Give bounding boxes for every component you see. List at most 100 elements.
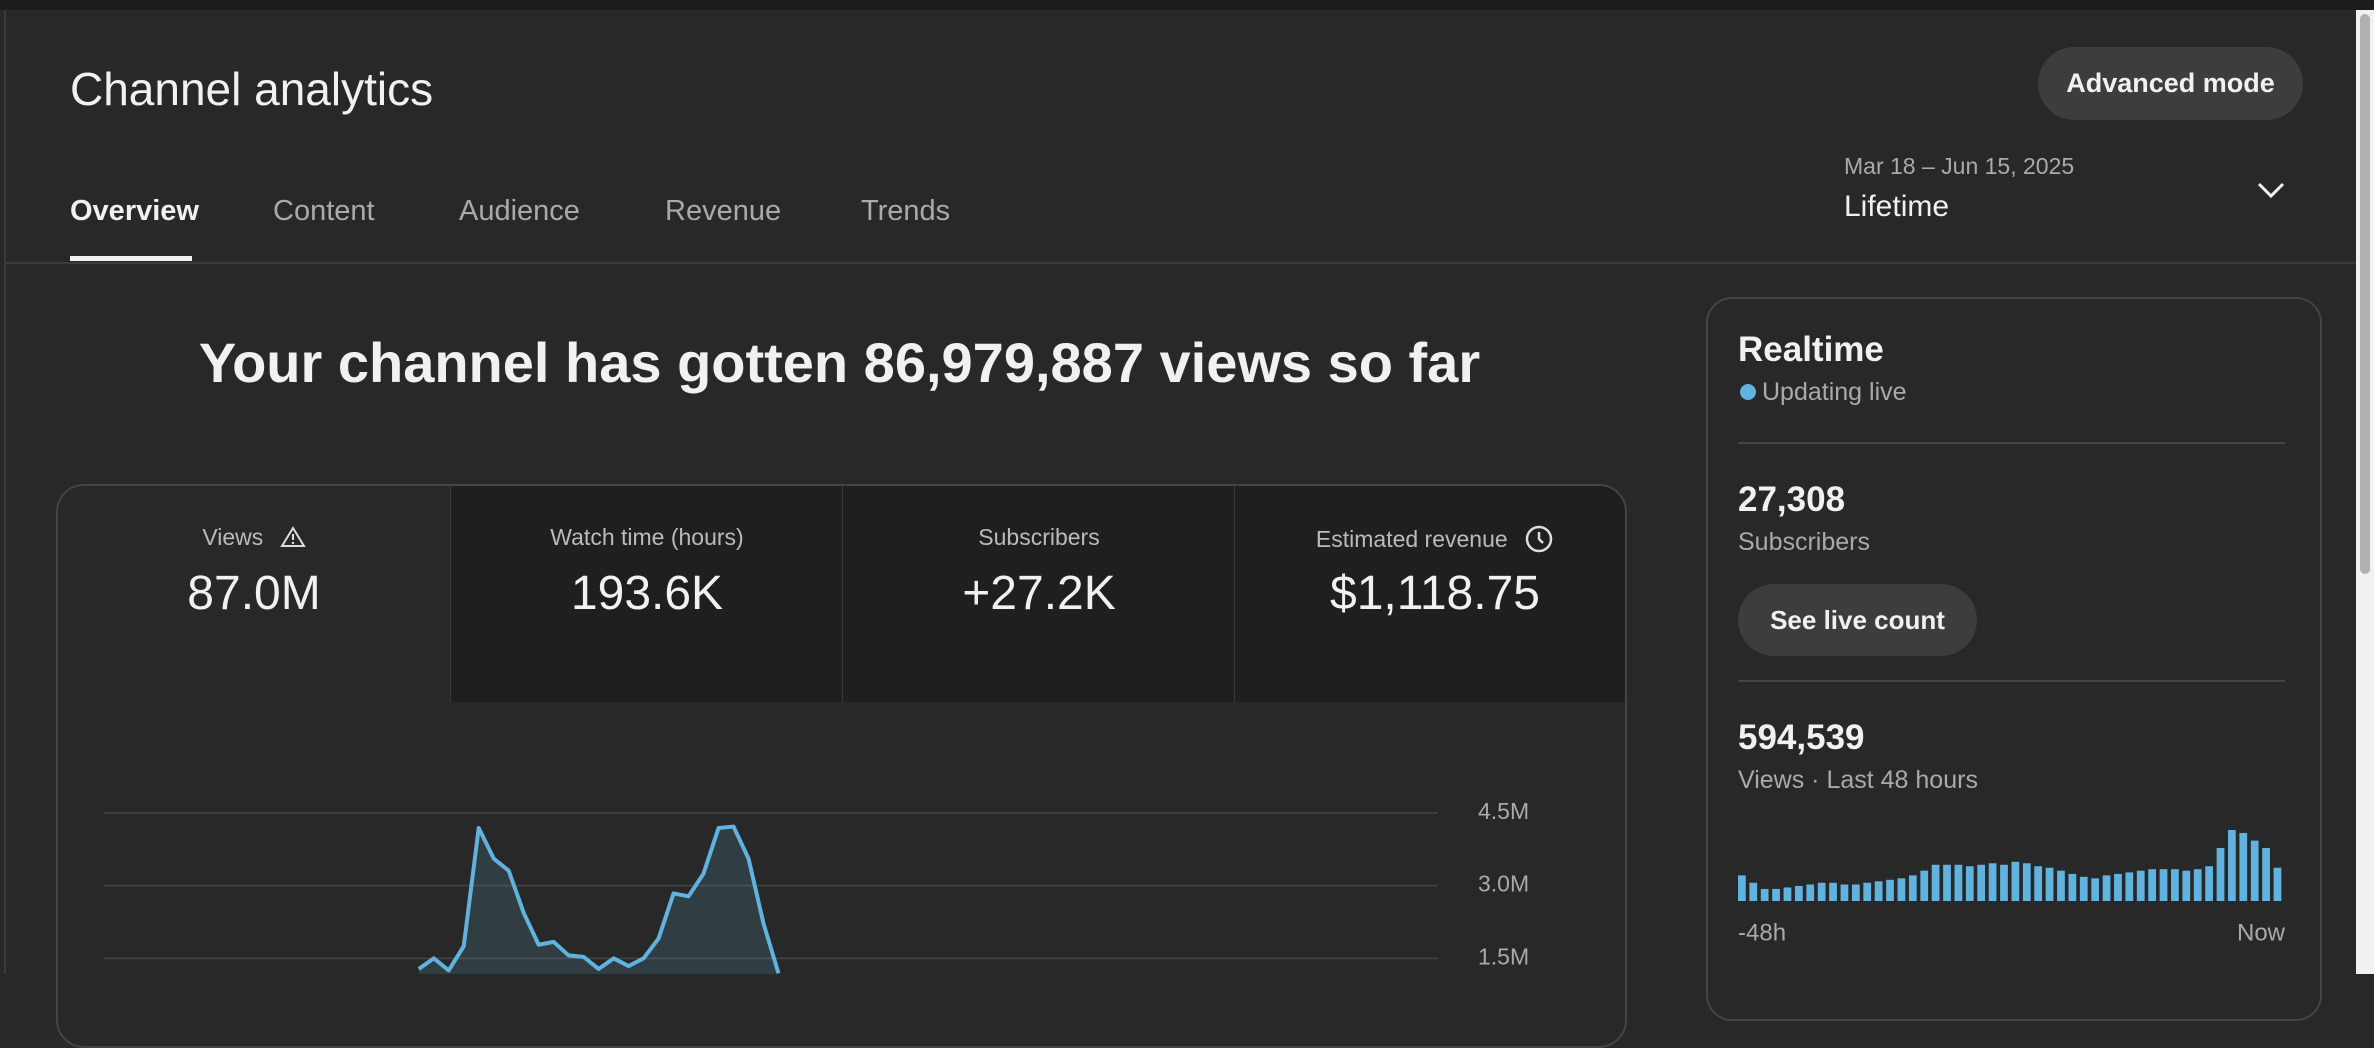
date-period[interactable]: Lifetime	[1844, 190, 1950, 223]
tab[interactable]: Content	[273, 195, 375, 227]
advanced-mode-button[interactable]: Advanced mode	[2038, 47, 2303, 120]
metric-label: Subscribers	[978, 524, 1100, 550]
bar	[2250, 840, 2259, 901]
bar	[1738, 875, 1746, 901]
bar	[1931, 864, 1940, 901]
bar	[1965, 866, 1974, 901]
bar	[2273, 867, 2282, 901]
bar	[1943, 864, 1951, 901]
x-axis-label: -48h	[1738, 919, 1786, 946]
bar	[2216, 847, 2225, 901]
metric-label: Watch time (hours)	[550, 524, 744, 550]
live-status: Updating live	[1762, 378, 1907, 406]
warning-icon[interactable]	[279, 526, 306, 548]
bar	[2022, 863, 2031, 901]
bar	[1874, 881, 1883, 901]
bar	[1806, 884, 1815, 901]
metric-label: Views	[58, 524, 450, 551]
bar	[1794, 885, 1803, 901]
metric-label: Estimated revenue	[1235, 524, 1625, 554]
clock-icon[interactable]	[1524, 524, 1554, 554]
area	[418, 826, 779, 974]
bar	[2091, 878, 2100, 901]
tab[interactable]: Trends	[861, 195, 951, 227]
bar	[2000, 864, 2008, 901]
bar	[2205, 866, 2213, 901]
bar	[2182, 870, 2191, 901]
divider	[1738, 680, 2285, 682]
bar	[2228, 830, 2236, 901]
realtime-title: Realtime	[1738, 330, 1884, 369]
bar	[1772, 888, 1780, 901]
metric-value: +27.2K	[962, 567, 1116, 620]
bar	[2239, 832, 2248, 901]
bar	[1886, 879, 1894, 901]
bar	[1749, 882, 1758, 901]
bar	[2125, 872, 2134, 901]
line	[417, 824, 781, 974]
bar	[2136, 870, 2145, 901]
metric-tab[interactable]: Subscribers +27.2K	[842, 486, 1235, 702]
bar	[2193, 869, 2202, 901]
bar	[1988, 863, 1997, 901]
date-range[interactable]: Mar 18 – Jun 15, 2025	[1844, 153, 2075, 179]
bar	[2148, 869, 2156, 901]
y-tick-label: 3.0M	[1478, 871, 1529, 897]
bar	[1829, 882, 1837, 901]
metrics-card: Views 87.0M Watch time (hours) 193.6K Su…	[56, 484, 1627, 1048]
bar	[2011, 861, 2020, 901]
metric-tab[interactable]: Views 87.0M	[58, 486, 450, 702]
see-live-count-button[interactable]: See live count	[1738, 584, 1977, 656]
bar	[1783, 887, 1792, 901]
metric-tab[interactable]: Watch time (hours) 193.6K	[450, 486, 843, 702]
bar	[1954, 864, 1963, 901]
metric-value: $1,118.75	[1330, 567, 1540, 620]
bar	[2045, 867, 2054, 901]
top-strip	[0, 0, 2374, 10]
views-label: Views · Last 48 hours	[1738, 766, 1978, 794]
subscriber-count: 27,308	[1738, 480, 1846, 519]
dropdown-chevron[interactable]	[2256, 180, 2286, 200]
bar	[1840, 884, 1849, 901]
scroll-thumb[interactable]	[2360, 14, 2370, 574]
bar	[1817, 882, 1826, 901]
live-dot	[1740, 384, 1756, 400]
page-title: Channel analytics	[70, 63, 434, 115]
bar	[1920, 870, 1929, 901]
divider	[1738, 442, 2285, 444]
headline: Your channel has gotten 86,979,887 views…	[198, 331, 1481, 394]
scrollbar[interactable]	[2356, 10, 2374, 974]
metric-value: 193.6K	[570, 567, 724, 620]
bar	[2057, 870, 2065, 901]
views-chart: 1.5M 3.0M 4.5M -48h Now	[104, 798, 2286, 974]
metric-label-text: Estimated revenue	[1315, 526, 1508, 552]
tab[interactable]: Audience	[459, 195, 580, 227]
bar	[2068, 873, 2077, 901]
tab[interactable]: Overview	[70, 195, 199, 227]
metric-label-text: Views	[202, 524, 264, 550]
bar	[1977, 864, 1986, 901]
bar	[1760, 888, 1769, 901]
divider	[6, 262, 2356, 264]
tab-underline	[70, 256, 192, 261]
bar	[1908, 875, 1917, 901]
subscriber-label: Subscribers	[1738, 528, 1870, 556]
bar	[2102, 875, 2111, 901]
tab[interactable]: Revenue	[665, 195, 782, 227]
bar	[1897, 878, 1906, 901]
views-count: 594,539	[1738, 718, 1865, 757]
bar	[2171, 869, 2179, 901]
bar	[1863, 882, 1872, 901]
bar	[2034, 866, 2043, 901]
x-axis-label: Now	[2237, 919, 2286, 946]
metric-tab[interactable]: Estimated revenue $1,118.75	[1234, 486, 1625, 702]
bar	[1851, 884, 1860, 901]
y-tick-label: 4.5M	[1478, 798, 1529, 824]
bar	[2079, 876, 2088, 901]
left-border	[4, 10, 6, 974]
bar	[2114, 873, 2122, 901]
metric-value: 87.0M	[187, 567, 321, 620]
bar	[2159, 869, 2168, 901]
y-tick-label: 1.5M	[1478, 943, 1529, 969]
